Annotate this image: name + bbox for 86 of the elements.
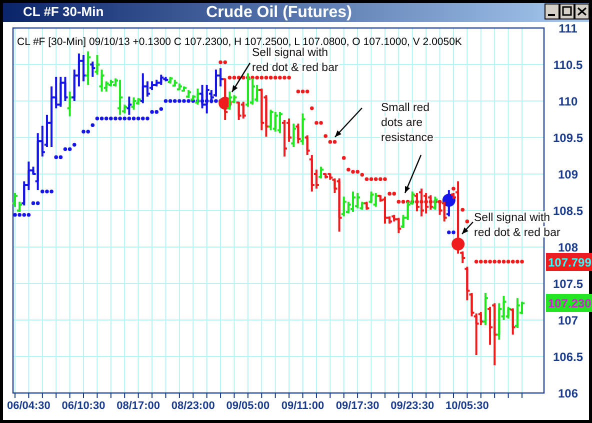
point bbox=[159, 107, 164, 111]
text: 107.799 bbox=[548, 256, 592, 270]
x-tick-label: 06/10:30 bbox=[62, 400, 106, 412]
chart-title: Crude Oil (Futures) bbox=[206, 4, 352, 21]
point bbox=[182, 99, 186, 103]
candlestick bbox=[277, 110, 282, 134]
annotation: Sell signal with red dot & red bar bbox=[252, 47, 338, 74]
point bbox=[58, 155, 63, 160]
annotation: Small red dots are resistance bbox=[381, 102, 434, 144]
point bbox=[63, 147, 68, 152]
point bbox=[100, 116, 104, 120]
point bbox=[86, 130, 90, 134]
point bbox=[150, 110, 154, 114]
y-tick-label: 110.5 bbox=[553, 58, 584, 72]
point bbox=[18, 212, 22, 217]
text: CL #F [30-Min] 09/10/13 +0.1300 C 107.2300, H 107.2500, L 107.0800, O 107.1000, V 2.0050K bbox=[17, 36, 462, 48]
point bbox=[109, 116, 113, 120]
candlestick bbox=[510, 307, 516, 336]
point bbox=[127, 116, 132, 120]
point bbox=[186, 99, 190, 103]
y-tick-label: 109.5 bbox=[552, 131, 584, 145]
point bbox=[452, 230, 456, 234]
point bbox=[36, 201, 40, 206]
point bbox=[95, 116, 100, 120]
point bbox=[164, 99, 168, 103]
point bbox=[172, 99, 177, 103]
point bbox=[168, 99, 172, 103]
point bbox=[90, 123, 95, 127]
candlestick bbox=[67, 90, 72, 118]
point bbox=[104, 116, 108, 120]
x-tick-label: 09/11:00 bbox=[281, 400, 324, 412]
point bbox=[214, 99, 218, 103]
y-tick-label: 108 bbox=[558, 240, 578, 254]
y-tick-label: 107.5 bbox=[552, 277, 584, 291]
point bbox=[118, 116, 122, 120]
x-tick-label: 06/04:30 bbox=[6, 400, 50, 412]
point bbox=[45, 190, 49, 194]
candlestick bbox=[12, 192, 18, 208]
candlestick bbox=[17, 200, 22, 213]
y-tick-label: 111 bbox=[558, 22, 578, 36]
candlestick bbox=[94, 54, 100, 76]
point bbox=[122, 116, 127, 120]
point bbox=[54, 155, 58, 160]
x-tick-label: 10/05:30 bbox=[445, 400, 489, 412]
point bbox=[22, 212, 26, 217]
candlestick bbox=[446, 189, 452, 218]
text: CL #F 30-Min bbox=[23, 4, 104, 19]
x-tick-label: 09/23:30 bbox=[390, 400, 434, 412]
candlestick bbox=[227, 90, 232, 111]
text: 107.230 bbox=[548, 296, 592, 310]
y-tick-label: 110 bbox=[558, 94, 578, 108]
candlestick bbox=[300, 112, 306, 146]
candlestick bbox=[86, 50, 91, 86]
candlestick bbox=[144, 80, 150, 98]
point bbox=[178, 99, 182, 103]
point bbox=[447, 230, 451, 234]
point bbox=[82, 130, 86, 134]
candlestick bbox=[304, 134, 310, 156]
point bbox=[136, 116, 140, 120]
candlestick bbox=[213, 68, 218, 98]
y-tick-label: 107 bbox=[558, 314, 578, 328]
y-tick-label: 106.5 bbox=[552, 350, 584, 364]
point bbox=[140, 116, 145, 120]
point bbox=[114, 116, 118, 120]
point bbox=[68, 147, 72, 152]
x-tick-label: 08/17:00 bbox=[116, 400, 160, 412]
candlestick bbox=[488, 306, 493, 346]
x-tick-label: 09/05:00 bbox=[226, 400, 270, 412]
candlestick bbox=[296, 122, 301, 144]
y-tick-label: 106 bbox=[558, 386, 578, 400]
point bbox=[13, 212, 17, 217]
point bbox=[132, 116, 136, 120]
point bbox=[146, 116, 150, 120]
point bbox=[154, 110, 158, 114]
candlestick bbox=[318, 166, 324, 180]
candlestick bbox=[291, 122, 296, 148]
x-tick-label: 09/17:30 bbox=[336, 400, 380, 412]
candlestick bbox=[368, 190, 374, 204]
point bbox=[31, 201, 36, 206]
point bbox=[50, 190, 54, 194]
point bbox=[26, 212, 31, 217]
y-tick-label: 109 bbox=[558, 168, 578, 182]
point bbox=[72, 142, 76, 147]
x-tick-label: 08/23:00 bbox=[171, 400, 215, 412]
point bbox=[40, 190, 44, 194]
candlestick bbox=[240, 100, 246, 120]
